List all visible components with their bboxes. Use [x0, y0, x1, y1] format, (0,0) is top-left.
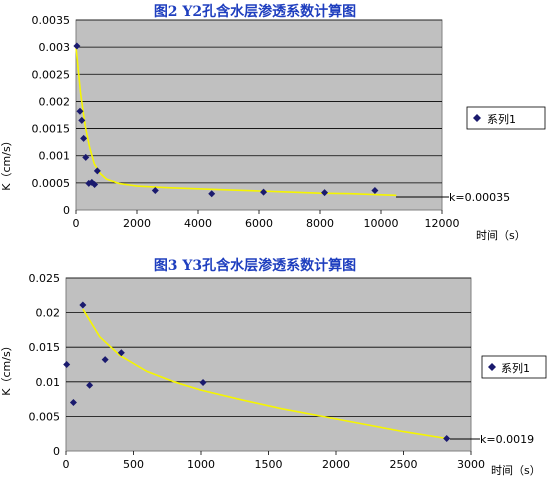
chart-y3-trendline — [82, 308, 447, 440]
chart-y2-x-tick-label: 6000 — [245, 217, 273, 230]
chart-y3-legend-label: 系列1 — [501, 361, 530, 375]
chart-y3-trend-curve — [82, 308, 447, 440]
chart-y2-data-point — [91, 180, 99, 188]
chart-y3-legend-box — [481, 355, 547, 379]
chart-y2-x-ticks: 0 2000 4000 6000 8000 10000 12000 — [73, 210, 460, 230]
chart-y2-x-tick-label: 2000 — [123, 217, 151, 230]
chart-y3-data-point — [117, 349, 125, 357]
chart-y2-y-tick-label: 0.0025 — [32, 68, 71, 81]
chart-y3-y-tick-label: 0.025 — [29, 272, 61, 285]
chart-y3-x-axis-label: 时间（s） — [491, 464, 541, 477]
chart-y2-data-point — [93, 167, 101, 175]
chart-y2-y-tick-label: 0.002 — [39, 95, 71, 108]
chart-y2-y-tick-label: 0.0035 — [32, 14, 71, 27]
chart-y3-plot-area — [65, 277, 472, 452]
chart-y3-y-tick-label: 0 — [53, 445, 60, 458]
chart-y2-title: 图2 Y2孔含水层渗透系数计算图 — [154, 3, 356, 20]
chart-y3-y-tick-label: 0.02 — [36, 307, 61, 320]
chart-y3-annotation: k=0.0019 — [480, 433, 534, 446]
chart-y3-title: 图3 Y3孔含水层渗透系数计算图 — [154, 257, 356, 274]
chart-y3-x-tick-label: 1000 — [187, 458, 215, 471]
chart-y3-data-point — [199, 378, 207, 386]
chart-y3-data-point — [63, 361, 71, 368]
chart-y2-x-tick-label: 4000 — [184, 217, 212, 230]
chart-y2-annotation: k=0.00035 — [449, 191, 510, 204]
chart-y3-data-point — [69, 399, 77, 407]
chart-y2-x-tick-label: 12000 — [425, 217, 460, 230]
chart-y2-data-point — [76, 107, 84, 115]
chart-y3-x-tick-label: 0 — [63, 458, 70, 471]
chart-y2-y-axis-label: K（cm/s） — [0, 135, 13, 190]
chart-y2-data-point — [73, 42, 81, 50]
chart-y2-y-tick-label: 0.0005 — [32, 177, 71, 190]
chart-y3-x-ticks: 0 500 1000 1500 2000 2500 3000 — [63, 451, 485, 471]
chart-y2-data-point — [80, 134, 88, 142]
chart-y2-legend: 系列1 — [466, 106, 546, 130]
chart-y2-gridlines — [76, 19, 442, 184]
chart-y3-y-tick-label: 0.01 — [36, 376, 61, 389]
chart-y2-y-tick-label: 0.003 — [39, 41, 71, 54]
chart-y2-legend-label: 系列1 — [487, 112, 516, 126]
chart-y3-y-axis-label: K（cm/s） — [0, 340, 13, 395]
chart-y2: 图2 Y2孔含水层渗透系数计算图 0 2000 4000 6000 8000 10000 1… — [0, 3, 546, 242]
chart-y2-legend-box — [466, 106, 546, 130]
chart-y2-data-point — [371, 186, 379, 194]
chart-y3-x-tick-label: 1500 — [255, 458, 283, 471]
chart-y3-data-point — [79, 301, 87, 309]
chart-y2-x-tick-label: 0 — [73, 217, 80, 230]
chart-y2-x-tick-label: 8000 — [306, 217, 334, 230]
chart-y3-x-tick-label: 500 — [123, 458, 144, 471]
chart-y2-y-ticks: 0 0.0005 0.001 0.0015 0.002 0.0025 0.003 0.0035 — [32, 14, 71, 217]
chart-y3-data-point — [86, 381, 94, 389]
chart-y3-data-point — [443, 435, 451, 443]
chart-y2-data-point — [82, 153, 90, 161]
chart-y2-data-point — [151, 186, 159, 194]
chart-y2-x-axis-label: 时间（s） — [476, 229, 526, 242]
chart-y3-legend-marker — [488, 363, 496, 371]
chart-y3-x-tick-label: 2000 — [322, 458, 350, 471]
chart-y3-x-tick-label: 3000 — [457, 458, 485, 471]
chart-y3: 图3 Y3孔含水层渗透系数计算图 0 500 1000 1500 2000 2500 300… — [0, 257, 547, 477]
chart-y3-x-tick-label: 2500 — [390, 458, 418, 471]
chart-y2-data-point — [321, 189, 329, 197]
chart-y3-y-tick-label: 0.015 — [29, 341, 61, 354]
chart-y3-gridlines — [66, 277, 471, 417]
chart-y2-y-tick-label: 0.0015 — [32, 123, 71, 136]
chart-y3-y-ticks: 0 0.005 0.01 0.015 0.02 0.025 — [29, 272, 61, 458]
chart-y2-x-tick-label: 10000 — [364, 217, 399, 230]
chart-y3-y-tick-label: 0.005 — [29, 410, 61, 423]
chart-y2-points — [73, 42, 379, 198]
chart-y3-legend: 系列1 — [481, 355, 547, 379]
chart-y2-y-tick-label: 0.001 — [39, 150, 71, 163]
chart-y3-data-point — [101, 356, 109, 364]
chart-y2-data-point — [208, 190, 216, 198]
chart-y2-y-tick-label: 0 — [63, 204, 70, 217]
chart-y2-legend-marker — [473, 114, 481, 122]
chart-y2-data-point — [260, 188, 268, 196]
chart-y2-plot-area — [75, 19, 443, 211]
chart-y2-data-point — [78, 116, 86, 124]
chart-y3-points — [63, 301, 451, 443]
